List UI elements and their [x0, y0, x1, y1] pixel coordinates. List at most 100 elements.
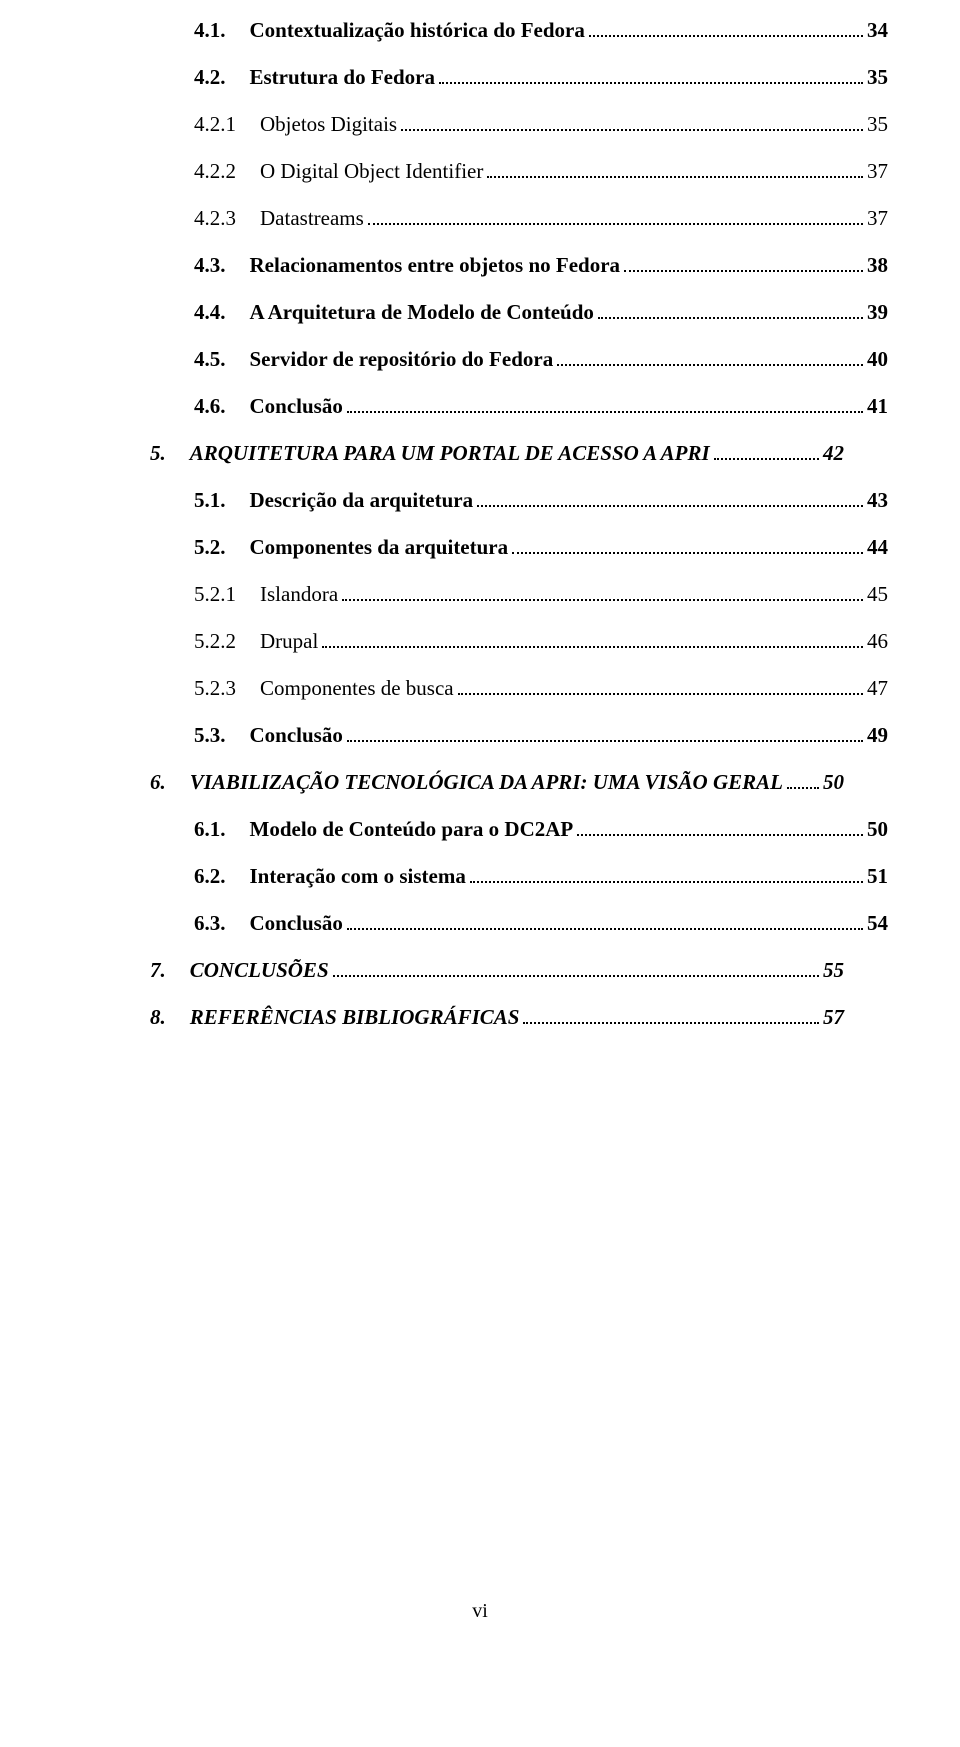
- toc-entry: 4.2.3Datastreams37: [150, 206, 888, 231]
- toc-leader-dots: [714, 446, 819, 460]
- toc-entry-page: 35: [867, 65, 888, 90]
- toc-entry-page: 54: [867, 911, 888, 936]
- toc-leader-dots: [470, 869, 863, 883]
- toc-entry: 5.2.1Islandora45: [150, 582, 888, 607]
- toc-entry-title: Objetos Digitais: [260, 112, 397, 137]
- toc-entry-number: 5.2.2: [194, 629, 236, 654]
- toc-entry-title: Servidor de repositório do Fedora: [250, 347, 554, 372]
- toc-entry-number: 5.1.: [194, 488, 226, 513]
- toc-entry-number: 4.2.3: [194, 206, 236, 231]
- toc-entry-title: Islandora: [260, 582, 338, 607]
- toc-entry: 6.1.Modelo de Conteúdo para o DC2AP50: [150, 817, 888, 842]
- toc-entry-title: Estrutura do Fedora: [250, 65, 436, 90]
- toc-leader-dots: [598, 305, 863, 319]
- toc-entry-number: 4.1.: [194, 18, 226, 43]
- toc-leader-dots: [589, 23, 863, 37]
- toc-leader-dots: [577, 822, 863, 836]
- toc-entry-number: 5.: [150, 441, 166, 466]
- toc-entry: 5.3.Conclusão49: [150, 723, 888, 748]
- toc-entry: 8. REFERÊNCIAS BIBLIOGRÁFICAS 57: [150, 1005, 844, 1030]
- toc-entry-page: 38: [867, 253, 888, 278]
- toc-leader-dots: [512, 540, 863, 554]
- toc-leader-dots: [333, 963, 819, 977]
- toc-entry-page: 40: [867, 347, 888, 372]
- toc-entry-title: ARQUITETURA PARA UM PORTAL DE ACESSO A A…: [190, 441, 710, 466]
- toc-leader-dots: [322, 634, 863, 648]
- toc-entry: 4.6. Conclusão 41: [150, 394, 888, 419]
- page-number: vi: [0, 1600, 960, 1623]
- toc-entry-number: 4.6.: [194, 394, 226, 419]
- toc-entry-number: 6.3.: [194, 911, 226, 936]
- toc-entry-page: 51: [867, 864, 888, 889]
- toc-entry-page: 44: [867, 535, 888, 560]
- toc-entry-page: 34: [867, 18, 888, 43]
- toc-entry-number: 6.: [150, 770, 166, 795]
- toc-entry: 4.2. Estrutura do Fedora 35: [150, 65, 888, 90]
- toc-entry: 6.3. Conclusão 54: [150, 911, 888, 936]
- toc-entry-number: 4.2.2: [194, 159, 236, 184]
- toc-entry-page: 50: [867, 817, 888, 842]
- toc-leader-dots: [342, 587, 863, 601]
- toc-leader-dots: [347, 728, 863, 742]
- toc-entry-number: 5.3.: [194, 723, 226, 748]
- toc-entry-title: Drupal: [260, 629, 318, 654]
- toc-entry: 4.3. Relacionamentos entre objetos no Fed…: [150, 253, 888, 278]
- toc-entry: 7. CONCLUSÕES 55: [150, 958, 844, 983]
- toc-entry: 4.1. Contextualização histórica do Fedora…: [150, 18, 888, 43]
- toc-entry: 5.1.Descrição da arquitetura43: [150, 488, 888, 513]
- toc-leader-dots: [487, 164, 863, 178]
- toc-entry-title: VIABILIZAÇÃO TECNOLÓGICA DA APRI: UMA VI…: [190, 770, 783, 795]
- toc-entry-page: 55: [823, 958, 844, 983]
- table-of-contents: 4.1. Contextualização histórica do Fedora…: [150, 18, 844, 1030]
- toc-leader-dots: [439, 70, 863, 84]
- toc-entry-page: 42: [823, 441, 844, 466]
- toc-entry: 4.2.1 Objetos Digitais 35: [150, 112, 888, 137]
- toc-entry: 4.4.A Arquitetura de Modelo de Conteúdo3…: [150, 300, 888, 325]
- toc-leader-dots: [347, 399, 863, 413]
- toc-entry-page: 57: [823, 1005, 844, 1030]
- toc-entry-page: 46: [867, 629, 888, 654]
- toc-entry-number: 4.3.: [194, 253, 226, 278]
- toc-entry: 5.2.Componentes da arquitetura44: [150, 535, 888, 560]
- toc-entry-page: 47: [867, 676, 888, 701]
- toc-entry-number: 4.5.: [194, 347, 226, 372]
- toc-entry: 6.2. Interação com o sistema 51: [150, 864, 888, 889]
- toc-entry: 4.2.2 O Digital Object Identifier 37: [150, 159, 888, 184]
- toc-leader-dots: [523, 1010, 819, 1024]
- document-page: 4.1. Contextualização histórica do Fedora…: [0, 0, 960, 1747]
- toc-entry-title: Conclusão: [250, 911, 343, 936]
- toc-entry-number: 4.2.: [194, 65, 226, 90]
- toc-leader-dots: [458, 681, 863, 695]
- toc-leader-dots: [624, 258, 863, 272]
- toc-entry: 4.5. Servidor de repositório do Fedora 40: [150, 347, 888, 372]
- toc-entry-number: 5.2.3: [194, 676, 236, 701]
- toc-leader-dots: [401, 117, 863, 131]
- toc-entry-page: 37: [867, 206, 888, 231]
- toc-entry-title: Descrição da arquitetura: [250, 488, 474, 513]
- toc-leader-dots: [557, 352, 863, 366]
- toc-entry-title: Contextualização histórica do Fedora: [250, 18, 585, 43]
- toc-entry: 5.2.2 Drupal 46: [150, 629, 888, 654]
- toc-entry-number: 6.1.: [194, 817, 226, 842]
- toc-entry: 5. ARQUITETURA PARA UM PORTAL DE ACESSO A…: [150, 441, 844, 466]
- toc-entry-title: Componentes de busca: [260, 676, 454, 701]
- toc-entry-page: 41: [867, 394, 888, 419]
- toc-entry-title: Relacionamentos entre objetos no Fedora: [250, 253, 621, 278]
- toc-entry-title: CONCLUSÕES: [190, 958, 329, 983]
- toc-entry-page: 35: [867, 112, 888, 137]
- toc-entry-number: 4.2.1: [194, 112, 236, 137]
- toc-entry-title: Conclusão: [250, 394, 343, 419]
- toc-leader-dots: [347, 916, 863, 930]
- toc-entry-title: O Digital Object Identifier: [260, 159, 483, 184]
- toc-leader-dots: [787, 775, 819, 789]
- toc-entry-page: 45: [867, 582, 888, 607]
- toc-entry-title: REFERÊNCIAS BIBLIOGRÁFICAS: [190, 1005, 520, 1030]
- toc-entry-title: A Arquitetura de Modelo de Conteúdo: [250, 300, 594, 325]
- toc-entry-number: 8.: [150, 1005, 166, 1030]
- toc-entry-number: 6.2.: [194, 864, 226, 889]
- toc-entry: 6. VIABILIZAÇÃO TECNOLÓGICA DA APRI: UMA …: [150, 770, 844, 795]
- toc-entry-number: 7.: [150, 958, 166, 983]
- toc-entry-page: 37: [867, 159, 888, 184]
- toc-entry-title: Interação com o sistema: [250, 864, 466, 889]
- toc-entry-title: Conclusão: [250, 723, 343, 748]
